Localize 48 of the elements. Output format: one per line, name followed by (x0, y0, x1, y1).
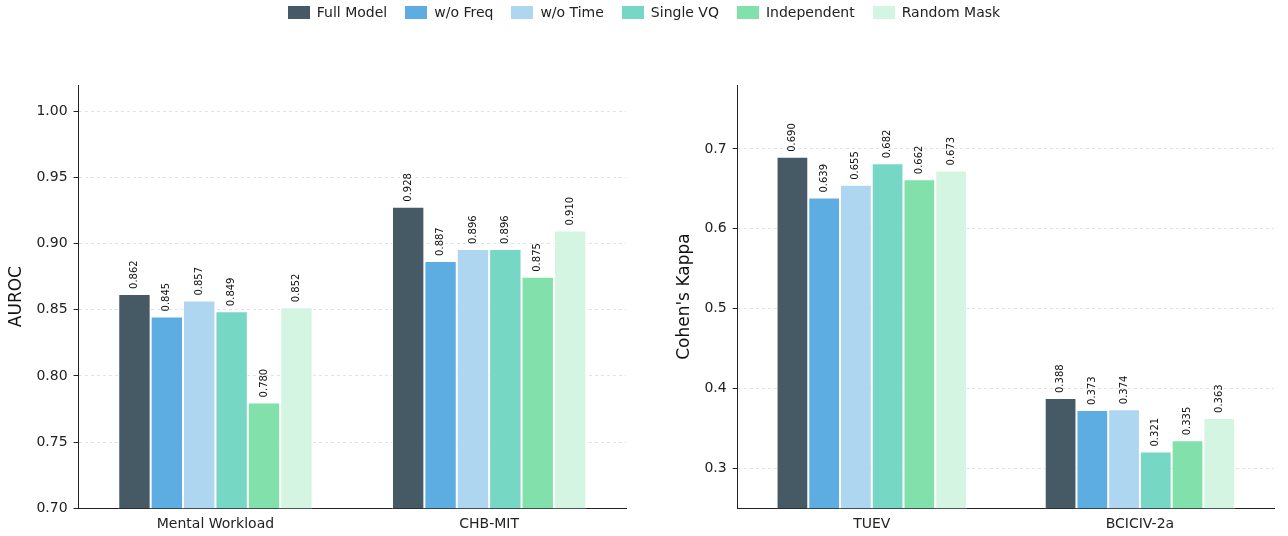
data-label: 0.690 (786, 123, 798, 152)
y-tick-label: 1.00 (36, 102, 68, 119)
data-label: 0.928 (401, 173, 413, 202)
x-tick-label: Mental Workload (156, 515, 275, 532)
legend-label: Random Mask (901, 4, 1001, 20)
y-tick-label: 0.85 (36, 300, 68, 317)
y-tick-label: 0.95 (36, 168, 68, 185)
data-label: 0.335 (1181, 406, 1193, 436)
y-tick-label: 0.70 (36, 498, 68, 515)
y-tick-label: 0.4 (704, 379, 727, 396)
data-label: 0.852 (290, 273, 301, 303)
y-tick-label: 0.75 (36, 432, 68, 449)
data-label: 0.374 (1117, 375, 1129, 405)
x-tick-label: CHB-MIT (459, 515, 520, 532)
data-label: 0.373 (1085, 376, 1097, 405)
y-tick-label: 0.5 (704, 299, 727, 316)
legend-label: Full Model (316, 4, 388, 20)
data-label: 0.363 (1212, 384, 1224, 413)
data-label: 0.849 (225, 277, 237, 307)
x-tick-label: BCICIV-2a (1105, 515, 1175, 532)
data-label: 0.682 (881, 129, 893, 159)
data-label: 0.780 (257, 368, 269, 398)
data-label: 0.845 (160, 282, 172, 312)
data-label: 0.388 (1054, 364, 1066, 394)
data-label: 0.875 (531, 243, 543, 272)
data-label: 0.639 (817, 163, 829, 193)
data-label: 0.887 (434, 227, 446, 256)
y-tick-label: 0.6 (704, 219, 727, 236)
data-label: 0.857 (192, 266, 204, 296)
data-label: 0.896 (498, 215, 510, 244)
y-axis-title: AUROC (4, 266, 25, 328)
legend-label: w/o Time (540, 4, 604, 20)
data-label: 0.673 (944, 136, 956, 166)
data-label: 0.910 (563, 196, 575, 226)
legend-label: w/o Freq (434, 4, 494, 20)
data-label: 0.662 (912, 145, 924, 175)
legend-label: Single VQ (650, 4, 719, 20)
data-label: 0.896 (466, 215, 478, 244)
data-label: 0.655 (849, 151, 861, 180)
y-tick-label: 0.80 (36, 366, 68, 383)
x-tick-label: TUEV (852, 515, 891, 532)
y-tick-label: 0.90 (36, 234, 68, 251)
legend-label: Independent (765, 4, 855, 20)
y-tick-label: 0.7 (704, 139, 727, 156)
y-axis-title: Cohen's Kappa (672, 233, 693, 360)
data-label: 0.321 (1149, 417, 1161, 447)
data-label: 0.862 (128, 260, 140, 289)
y-tick-label: 0.3 (704, 458, 727, 475)
